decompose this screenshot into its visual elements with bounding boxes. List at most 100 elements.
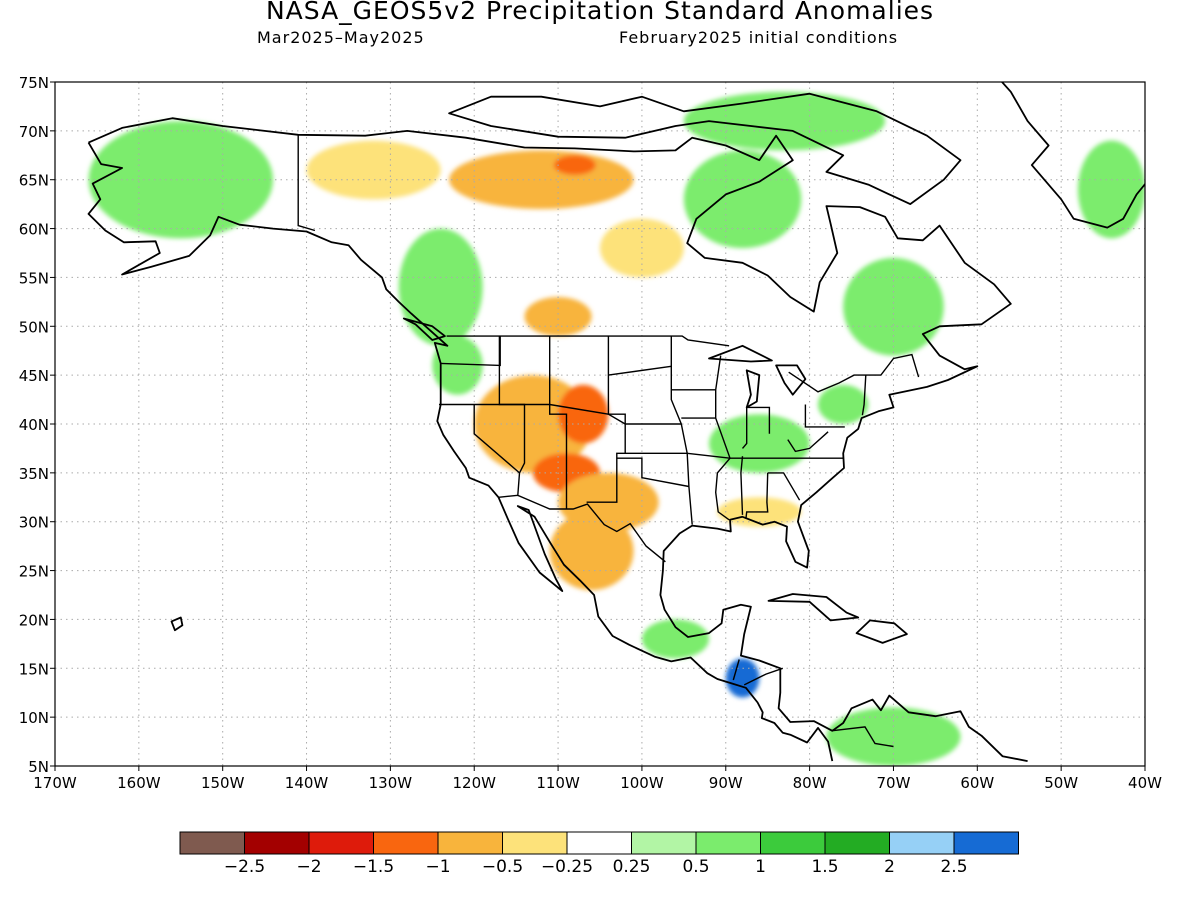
- border-states-d: [586, 336, 626, 503]
- coast-north-america-east: [88, 117, 1028, 762]
- lon-label: 110W: [536, 774, 580, 792]
- anomaly-region-3: [553, 155, 596, 175]
- border-georgia-west: [745, 472, 769, 519]
- colorbar-swatch: [308, 831, 374, 855]
- lat-label: 70N: [19, 123, 49, 141]
- colorbar-swatch: [437, 831, 503, 855]
- lon-label: 140W: [285, 774, 329, 792]
- colorbar-label: −2: [296, 857, 321, 877]
- colorbar-label: −0.5: [482, 857, 523, 877]
- anomaly-field: [88, 91, 1145, 766]
- lon-label: 160W: [117, 774, 161, 792]
- border-colombia: [831, 726, 894, 748]
- border-indiana: [741, 406, 771, 449]
- border-states-b: [498, 336, 526, 496]
- forecast-period: Mar2025–May2025: [257, 28, 425, 47]
- lat-label: 75N: [19, 74, 49, 92]
- coast-hawaii: [170, 616, 184, 632]
- border-georgia-east: [767, 472, 801, 501]
- coastlines: [87, 82, 1145, 762]
- lat-label: 20N: [19, 611, 49, 629]
- anomaly-region-7: [1077, 140, 1145, 239]
- lon-label: 90W: [709, 774, 743, 792]
- lat-label: 5N: [28, 758, 49, 776]
- coast-cuba: [767, 593, 860, 622]
- colorbar-swatch: [824, 831, 890, 855]
- lon-label: 60W: [960, 774, 994, 792]
- anomaly-region-21: [725, 658, 760, 698]
- border-al-ms: [740, 456, 744, 515]
- coast-lake-huron: [775, 364, 807, 396]
- anomaly-region-5: [683, 150, 802, 249]
- chart-title: NASA_GEOS5v2 Precipitation Standard Anom…: [265, 0, 935, 25]
- border-california: [473, 404, 520, 474]
- coast-arctic-islands: [448, 92, 962, 205]
- lon-label: 50W: [1044, 774, 1078, 792]
- colorbar-swatch: [631, 831, 697, 855]
- coast-lake-superior: [708, 344, 773, 363]
- colorbar-label: 0.25: [613, 857, 651, 877]
- border-washington: [440, 336, 501, 367]
- political-borders: [297, 134, 920, 748]
- colorbar-label: −1.5: [353, 857, 394, 877]
- border-alaska-canada: [297, 134, 316, 232]
- lat-label: 65N: [19, 172, 49, 190]
- lat-label: 25N: [19, 563, 49, 581]
- anomaly-region-20: [641, 619, 709, 659]
- coast-lake-michigan: [745, 369, 761, 409]
- border-central-america-b: [743, 667, 784, 686]
- lat-label: 15N: [19, 660, 49, 678]
- colorbar-swatch: [760, 831, 826, 855]
- anomaly-region-0: [88, 121, 274, 239]
- lat-label: 35N: [19, 465, 49, 483]
- colorbar-swatch: [953, 831, 1019, 855]
- lat-label: 55N: [19, 269, 49, 287]
- colorbar-label: −0.25: [541, 857, 593, 877]
- colorbar-swatch: [244, 831, 310, 855]
- colorbar-swatch: [502, 831, 568, 855]
- colorbar-label: 2: [884, 857, 895, 877]
- colorbar-swatch: [889, 831, 955, 855]
- coast-greenland: [1000, 82, 1145, 229]
- initial-conditions: February2025 initial conditions: [619, 28, 899, 47]
- anomaly-region-4: [398, 228, 483, 346]
- lat-label: 10N: [19, 709, 49, 727]
- lat-label: 60N: [19, 221, 49, 239]
- anomaly-region-13: [558, 384, 609, 444]
- anomaly-region-10: [524, 296, 592, 337]
- lon-label: 40W: [1128, 774, 1162, 792]
- colorbar-label: 0.5: [682, 857, 709, 877]
- colorbar: −2.5 −2 −1.5 −1 −0.5 −0.25 0.25 0.5 1 1.5 2 2.5: [179, 831, 1019, 877]
- border-pennsylvania: [804, 404, 845, 428]
- lon-label: 130W: [369, 774, 413, 792]
- colorbar-swatch: [566, 831, 632, 855]
- border-central-america-a: [732, 659, 740, 681]
- border-new-england: [861, 375, 867, 416]
- axis-ticks: 170W 160W 150W 140W 130W 120W 110W 100W 90W 80W 70…: [19, 74, 1162, 792]
- border-virginia: [787, 431, 829, 453]
- border-us-canada-east: [788, 353, 920, 393]
- colorbar-swatch: [179, 831, 245, 855]
- border-dakotas: [608, 365, 672, 376]
- lon-label: 150W: [201, 774, 245, 792]
- lon-label: 100W: [620, 774, 664, 792]
- coast-vancouver-island: [402, 317, 446, 341]
- border-texas-panhandle: [616, 457, 690, 488]
- border-36n: [625, 452, 844, 459]
- anomaly-region-6: [683, 91, 886, 151]
- lat-label: 40N: [19, 416, 49, 434]
- lon-label: 70W: [877, 774, 911, 792]
- border-states-c: [549, 336, 568, 509]
- border-states-e: [670, 336, 693, 525]
- lon-label: 170W: [33, 774, 77, 792]
- colorbar-swatch: [373, 831, 439, 855]
- border-us-mexico: [498, 494, 666, 563]
- lon-label: 80W: [793, 774, 827, 792]
- colorbar-label: −2.5: [224, 857, 265, 877]
- colorbar-label: 2.5: [940, 857, 967, 877]
- lat-label: 30N: [19, 514, 49, 532]
- coast-north-america-west: [87, 142, 834, 762]
- colorbar-label: −1: [425, 857, 450, 877]
- lat-label: 50N: [19, 318, 49, 336]
